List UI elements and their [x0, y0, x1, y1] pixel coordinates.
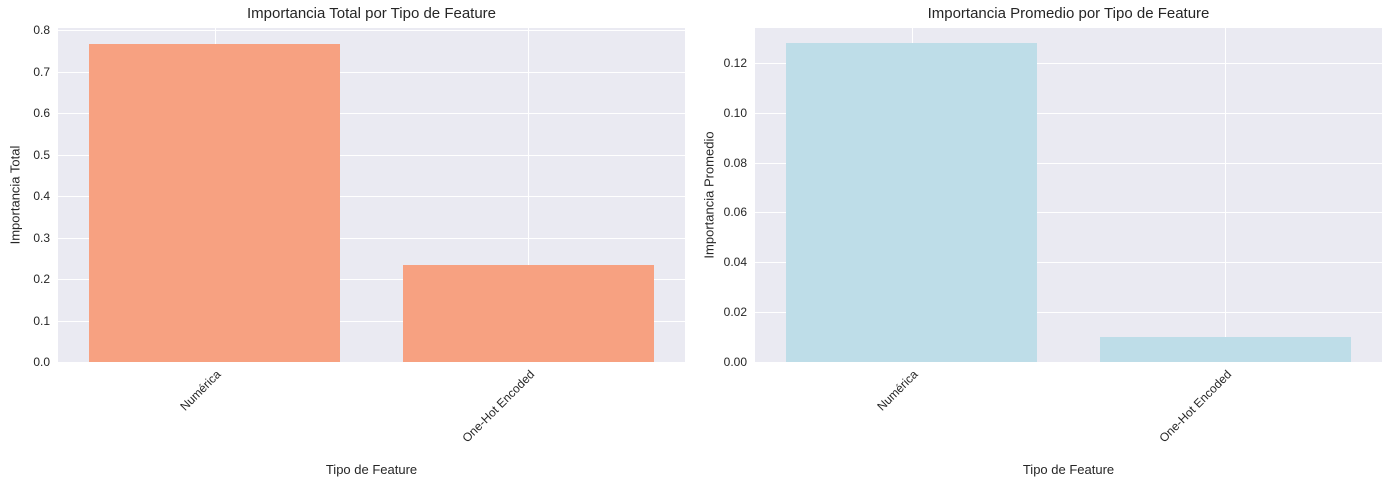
x-tick-label: One-Hot Encoded	[459, 367, 538, 446]
y-tick-label: 0.4	[33, 189, 50, 204]
bar-one-hot-encoded	[402, 264, 654, 362]
bar-numerica	[89, 43, 341, 362]
y-tick-label: 0.00	[723, 355, 747, 369]
chart-title: Importancia Promedio por Tipo de Feature	[927, 5, 1210, 22]
h-gridline	[58, 113, 685, 115]
y-tick-label: 0.04	[723, 255, 747, 270]
y-tick-label: 0.08	[723, 155, 747, 170]
h-gridline	[755, 62, 1382, 64]
y-tick-label: 0.0	[33, 355, 50, 369]
h-gridline	[58, 196, 685, 198]
h-gridline	[755, 162, 1382, 164]
h-gridline	[755, 112, 1382, 114]
y-tick-label: 0.7	[33, 64, 50, 79]
v-gridline	[528, 28, 530, 362]
x-axis-label: Tipo de Feature	[325, 462, 418, 477]
h-gridline	[58, 320, 685, 322]
y-tick-label: 0.10	[723, 105, 747, 120]
y-tick-label: 0.1	[33, 313, 50, 328]
y-tick-label: 0.8	[33, 23, 50, 38]
h-gridline	[755, 262, 1382, 264]
h-gridline	[755, 312, 1382, 314]
y-tick-label: 0.5	[33, 147, 50, 162]
h-gridline	[58, 279, 685, 281]
x-tick-label: Numérica	[177, 367, 224, 414]
y-tick-label: 0.06	[723, 205, 747, 220]
x-axis-label: Tipo de Feature	[1022, 462, 1115, 477]
plot-area-promedio	[755, 28, 1382, 362]
v-gridline	[1225, 28, 1227, 362]
h-gridline	[58, 30, 685, 32]
h-gridline	[58, 237, 685, 239]
chart-title: Importancia Total por Tipo de Feature	[246, 5, 497, 22]
x-tick-label: One-Hot Encoded	[1156, 367, 1235, 446]
y-tick-label: 0.12	[723, 55, 747, 70]
h-gridline	[755, 212, 1382, 214]
x-tick-label: Numérica	[874, 367, 921, 414]
y-tick-label: 0.6	[33, 106, 50, 121]
h-gridline	[58, 154, 685, 156]
y-tick-label: 0.3	[33, 230, 50, 245]
h-gridline	[58, 71, 685, 73]
y-tick-label: 0.02	[723, 305, 747, 320]
y-tick-label: 0.2	[33, 272, 50, 287]
bar-numerica	[786, 42, 1038, 362]
y-axis-label: Importancia Promedio	[701, 131, 717, 259]
bar-one-hot-encoded	[1099, 337, 1351, 362]
plot-area-total	[58, 28, 685, 362]
